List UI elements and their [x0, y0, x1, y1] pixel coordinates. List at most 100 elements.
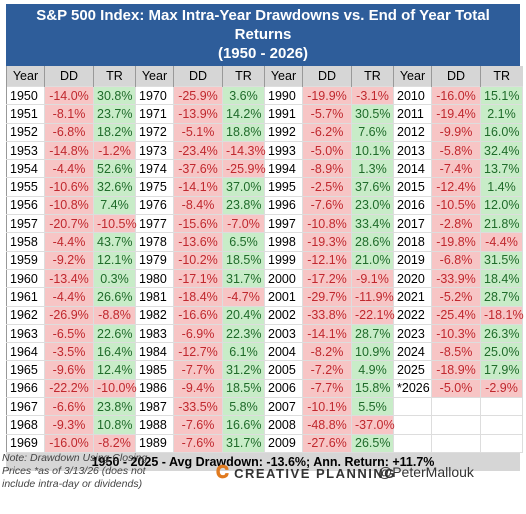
year-cell: 1989	[135, 433, 174, 453]
drawdown-cell: -6.2%	[302, 122, 352, 142]
return-cell: 6.1%	[222, 342, 265, 362]
year-cell: 2008	[264, 415, 303, 435]
drawdown-cell: -5.8%	[431, 140, 481, 161]
return-cell: 7.4%	[93, 195, 136, 216]
empty-cell	[480, 433, 523, 453]
year-cell: 1979	[135, 250, 174, 270]
return-cell: 18.5%	[222, 250, 265, 270]
column-header: DD	[44, 66, 94, 87]
return-cell: 23.8%	[93, 397, 136, 417]
return-cell: -10.0%	[93, 378, 137, 399]
drawdown-cell: -18.4%	[173, 287, 223, 307]
drawdown-cell: -10.3%	[431, 323, 481, 344]
return-cell: 23.7%	[93, 104, 136, 124]
year-cell: 1969	[6, 433, 45, 453]
year-cell: 2014	[393, 159, 432, 179]
return-cell: 2.1%	[480, 104, 523, 124]
return-cell: 10.8%	[93, 415, 136, 435]
drawdown-cell: -19.3%	[302, 232, 352, 252]
table-row: 1958 -4.4% 43.7% 1978 -13.6% 6.5% 1998 -19.3% 28…	[6, 232, 523, 252]
return-cell: 0.3%	[93, 268, 136, 289]
table-row: 1957 -20.7% -10.5% 1977 -15.6% -7.0% 1997 -10.8…	[6, 214, 523, 234]
table-row: 1968 -9.3% 10.8% 1988 -7.6% 16.6% 2008 -48.8% -3…	[6, 415, 523, 435]
year-cell: 1974	[135, 159, 174, 179]
drawdown-cell: -18.9%	[431, 360, 481, 380]
drawdown-cell: -17.1%	[173, 268, 223, 289]
year-cell: *2026	[393, 378, 432, 399]
return-cell: 18.4%	[480, 268, 523, 289]
column-header: Year	[393, 66, 432, 87]
drawdown-cell: -5.7%	[302, 104, 352, 124]
year-cell: 2010	[393, 85, 432, 106]
return-cell: 23.0%	[351, 195, 394, 216]
year-cell: 1967	[6, 397, 45, 417]
table-row: 1964 -3.5% 16.4% 1984 -12.7% 6.1% 2004 -8.2% 10.…	[6, 342, 523, 362]
drawdown-cell: -33.5%	[173, 397, 223, 417]
year-cell: 1977	[135, 214, 174, 234]
return-cell: -7.0%	[222, 214, 265, 234]
return-cell: -8.2%	[93, 433, 136, 453]
drawdown-cell: -2.8%	[431, 214, 481, 234]
drawdown-cell: -33.9%	[431, 268, 481, 289]
return-cell: -25.9%	[222, 159, 266, 179]
drawdown-cell: -13.4%	[44, 268, 94, 289]
return-cell: -14.3%	[222, 140, 266, 161]
year-cell: 1952	[6, 122, 45, 142]
drawdown-cell: -12.1%	[302, 250, 352, 270]
year-cell: 2013	[393, 140, 432, 161]
return-cell: 21.8%	[480, 214, 523, 234]
drawdown-cell: -9.2%	[44, 250, 94, 270]
return-cell: 52.6%	[93, 159, 136, 179]
drawdown-cell: -14.1%	[302, 323, 352, 344]
drawdown-cell: -26.9%	[44, 305, 94, 325]
return-cell: 18.2%	[93, 122, 136, 142]
year-cell: 1993	[264, 140, 303, 161]
drawdown-cell: -8.4%	[173, 195, 223, 216]
year-cell: 1964	[6, 342, 45, 362]
year-cell: 2000	[264, 268, 303, 289]
year-cell: 1968	[6, 415, 45, 435]
drawdown-cell: -10.5%	[431, 195, 481, 216]
subtitle: (1950 - 2026)	[217, 45, 309, 62]
drawdown-cell: -13.6%	[173, 232, 223, 252]
year-cell: 2016	[393, 195, 432, 216]
drawdown-cell: -14.8%	[44, 140, 94, 161]
year-cell: 1998	[264, 232, 303, 252]
drawdown-cell: -9.6%	[44, 360, 94, 380]
return-cell: 28.6%	[351, 232, 394, 252]
year-cell: 1994	[264, 159, 303, 179]
return-cell: 22.6%	[93, 323, 136, 344]
return-cell: 31.7%	[222, 268, 265, 289]
return-cell: 32.4%	[480, 140, 523, 161]
year-cell: 1951	[6, 104, 45, 124]
brand-name: CREATIVE PLANNING	[234, 466, 396, 481]
year-cell: 1954	[6, 159, 45, 179]
return-cell: -8.8%	[93, 305, 136, 325]
year-cell: 1976	[135, 195, 174, 216]
return-cell: -3.1%	[351, 85, 394, 106]
drawdown-cell: -5.0%	[431, 378, 481, 399]
table-row: 1953 -14.8% -1.2% 1973 -23.4% -14.3% 1993 -5.0%…	[6, 140, 523, 161]
drawdown-cell: -17.2%	[302, 268, 352, 289]
year-cell: 2009	[264, 433, 303, 453]
year-cell: 1996	[264, 195, 303, 216]
return-cell: 14.2%	[222, 104, 265, 124]
table-row: 1966 -22.2% -10.0% 1986 -9.4% 18.5% 2006 -7.7% 1…	[6, 378, 523, 399]
column-header: Year	[6, 66, 45, 87]
return-cell: -4.7%	[222, 287, 265, 307]
return-cell: 28.7%	[480, 287, 523, 307]
drawdown-cell: -6.5%	[44, 323, 94, 344]
return-cell: 18.8%	[222, 122, 265, 142]
return-cell: 30.8%	[93, 85, 136, 106]
return-cell: 30.5%	[351, 104, 394, 124]
return-cell: -18.1%	[480, 305, 524, 325]
brand-logo: 𝐂 CREATIVE PLANNING	[216, 462, 396, 483]
drawdown-cell: -6.8%	[44, 122, 94, 142]
year-cell: 1990	[264, 85, 303, 106]
return-cell: 28.7%	[351, 323, 394, 344]
return-cell: 12.4%	[93, 360, 136, 380]
drawdown-cell: -5.2%	[431, 287, 481, 307]
column-header: DD	[302, 66, 352, 87]
year-cell: 1984	[135, 342, 174, 362]
column-header: TR	[351, 66, 394, 87]
